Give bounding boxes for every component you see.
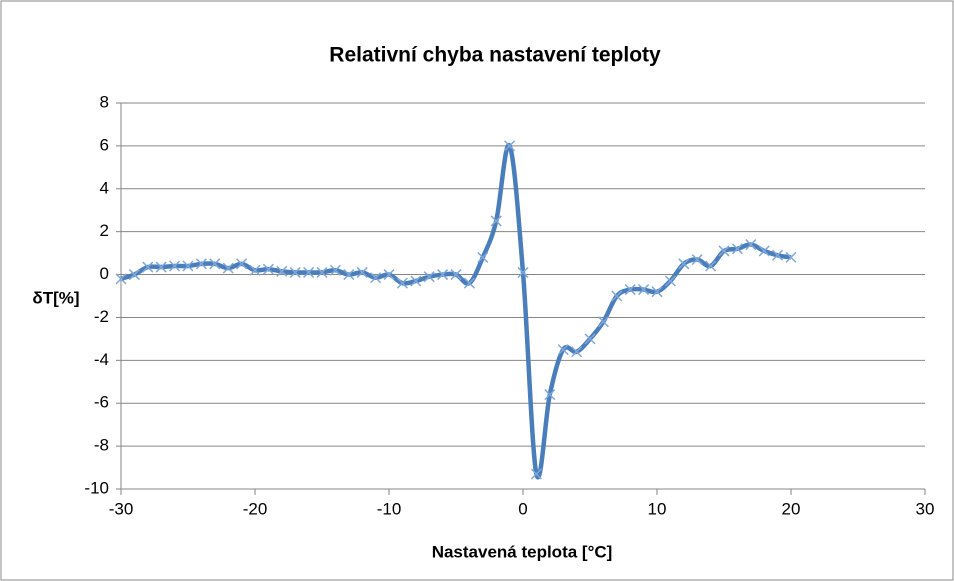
data-marker <box>142 261 154 273</box>
data-marker <box>276 265 288 277</box>
x-tick-label: 10 <box>648 499 667 518</box>
data-marker <box>169 260 181 272</box>
data-marker <box>678 258 690 270</box>
data-marker <box>182 260 194 272</box>
data-marker <box>504 140 516 152</box>
data-marker <box>597 316 609 328</box>
data-marker <box>544 389 556 401</box>
data-marker <box>128 269 140 281</box>
data-marker <box>758 245 770 257</box>
data-marker <box>383 269 395 281</box>
data-marker <box>195 258 207 270</box>
data-marker <box>437 269 449 281</box>
data-marker <box>423 271 435 283</box>
chart-title: Relativní chyba nastavení teploty <box>329 44 661 67</box>
data-marker <box>450 269 462 281</box>
data-marker <box>691 254 703 266</box>
x-axis-title: Nastavená teplota [°C] <box>432 542 613 561</box>
data-marker <box>664 275 676 287</box>
data-marker <box>718 245 730 257</box>
data-marker <box>289 266 301 278</box>
data-marker <box>624 284 636 296</box>
data-marker <box>396 277 408 289</box>
data-marker <box>705 260 717 272</box>
x-tick-label: 20 <box>782 499 801 518</box>
data-marker <box>731 243 743 255</box>
y-tick-label: 0 <box>100 264 109 283</box>
data-marker <box>209 258 221 270</box>
data-marker <box>222 262 234 274</box>
data-marker <box>651 286 663 298</box>
data-marker <box>115 273 127 285</box>
data-marker <box>410 275 422 287</box>
x-tick-label: -10 <box>377 499 402 518</box>
y-tick-label: -2 <box>94 307 109 326</box>
data-marker <box>530 468 542 480</box>
data-marker <box>316 266 328 278</box>
data-marker <box>236 258 248 270</box>
data-marker <box>370 272 382 284</box>
data-marker <box>356 266 368 278</box>
data-marker <box>772 249 784 261</box>
data-marker <box>155 261 167 273</box>
x-tick-label: 30 <box>916 499 935 518</box>
data-marker <box>584 333 596 345</box>
y-axis-title: δT[%] <box>32 288 79 307</box>
x-tick-label: 0 <box>518 499 527 518</box>
data-marker <box>517 266 529 278</box>
data-marker <box>249 264 261 276</box>
y-tick-label: -4 <box>94 350 109 369</box>
data-marker <box>490 215 502 227</box>
data-marker <box>745 239 757 251</box>
data-marker <box>785 251 797 263</box>
data-marker <box>329 264 341 276</box>
data-marker <box>557 344 569 356</box>
y-tick-label: 8 <box>100 92 109 111</box>
data-marker <box>571 346 583 358</box>
data-marker <box>477 251 489 263</box>
y-tick-label: 4 <box>100 178 109 197</box>
y-tick-label: -8 <box>94 436 109 455</box>
y-tick-label: 2 <box>100 221 109 240</box>
data-marker <box>638 284 650 296</box>
x-tick-label: -30 <box>109 499 134 518</box>
y-tick-label: -6 <box>94 393 109 412</box>
data-marker <box>343 269 355 281</box>
data-marker <box>463 277 475 289</box>
y-tick-label: 6 <box>100 135 109 154</box>
y-tick-label: -10 <box>84 478 109 497</box>
x-tick-label: -20 <box>243 499 268 518</box>
data-marker <box>303 266 315 278</box>
data-marker <box>611 290 623 302</box>
data-marker <box>262 263 274 275</box>
